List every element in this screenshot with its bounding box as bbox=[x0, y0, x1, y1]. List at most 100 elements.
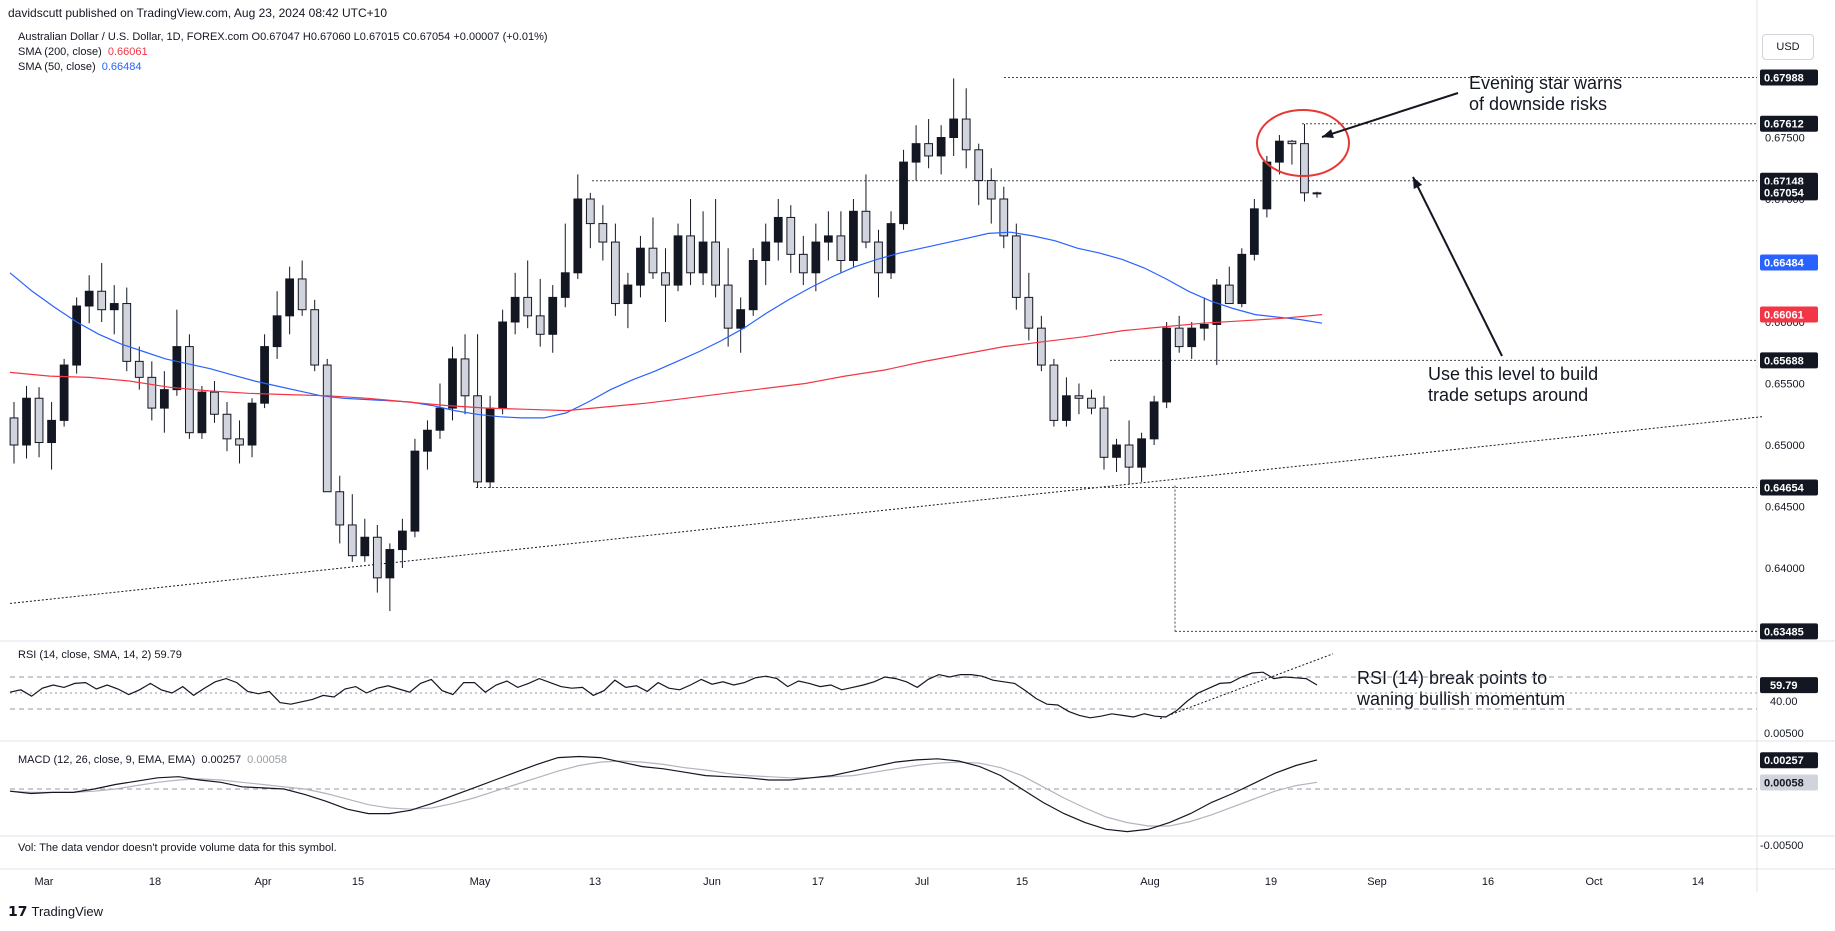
sma50-legend-value: 0.66484 bbox=[101, 61, 142, 73]
candle bbox=[648, 217, 658, 279]
sma200-legend-value: 0.66061 bbox=[107, 46, 148, 58]
candle-body bbox=[773, 216, 783, 243]
candle-body bbox=[222, 413, 232, 440]
candle bbox=[636, 235, 645, 298]
candle-body bbox=[159, 389, 169, 409]
instrument-legend: Australian Dollar / U.S. Dollar, 1D, FOR… bbox=[18, 31, 548, 43]
x-tick-label: Aug bbox=[1140, 876, 1160, 888]
candle-body bbox=[410, 450, 420, 532]
candle bbox=[961, 88, 971, 169]
y-tick-label: 0.65500 bbox=[1765, 379, 1805, 391]
price-label-box bbox=[1760, 623, 1818, 640]
price-label-text: 0.67988 bbox=[1764, 72, 1804, 84]
macd-line bbox=[9, 755, 1318, 833]
rsi-line bbox=[9, 671, 1318, 719]
candle-body bbox=[823, 235, 833, 243]
candle-body bbox=[510, 296, 520, 323]
x-tick-label: 15 bbox=[1016, 876, 1028, 888]
rsi-trendline bbox=[1159, 653, 1334, 720]
price-label: 0.66061 bbox=[1760, 306, 1818, 323]
candle bbox=[272, 291, 282, 359]
candle bbox=[936, 125, 946, 175]
candle bbox=[1262, 155, 1272, 218]
candle bbox=[185, 334, 194, 439]
candle-body bbox=[285, 278, 295, 317]
footer-brand[interactable]: 𝟭𝟳 TradingView bbox=[8, 903, 103, 920]
candle-body bbox=[811, 241, 821, 274]
candle bbox=[1187, 322, 1197, 359]
candle-body bbox=[72, 305, 82, 366]
candle bbox=[260, 334, 269, 409]
candle-body bbox=[849, 210, 858, 262]
candle-body bbox=[1249, 208, 1259, 255]
candle bbox=[823, 211, 833, 261]
y-tick-label: 0.64000 bbox=[1765, 563, 1805, 575]
candle-body bbox=[761, 241, 771, 262]
candle-body bbox=[172, 346, 182, 391]
candle-body bbox=[1149, 401, 1159, 440]
candle-body bbox=[798, 253, 808, 274]
price-label: 0.65688 bbox=[1760, 352, 1818, 369]
price-label-text: 0.65688 bbox=[1764, 355, 1804, 367]
candle-body bbox=[84, 290, 94, 307]
currency-button[interactable]: USD bbox=[1762, 34, 1814, 60]
candle-body bbox=[398, 530, 407, 551]
candle-body bbox=[435, 407, 445, 431]
price-label-text: 0.67612 bbox=[1764, 119, 1804, 131]
candle bbox=[109, 285, 119, 335]
candle bbox=[34, 387, 44, 458]
candle bbox=[761, 223, 771, 286]
candle bbox=[310, 299, 320, 372]
candle-body bbox=[210, 391, 219, 415]
candle bbox=[485, 395, 495, 489]
x-tick-label: 17 bbox=[812, 876, 824, 888]
x-tick-label: Mar bbox=[35, 876, 54, 888]
candle-body bbox=[548, 296, 558, 335]
candle bbox=[535, 278, 545, 347]
candle-body bbox=[874, 241, 883, 274]
macd-value-text: 0.00257 bbox=[1764, 755, 1804, 767]
candle bbox=[322, 358, 332, 493]
candle-body bbox=[1124, 444, 1134, 468]
candle bbox=[285, 266, 295, 335]
candle-body bbox=[1300, 143, 1309, 194]
macd-signal-label: 0.00058 bbox=[1760, 774, 1818, 791]
candle bbox=[22, 385, 31, 459]
candle bbox=[623, 272, 633, 329]
candle bbox=[686, 199, 695, 286]
candle-body bbox=[899, 161, 908, 225]
publisher-line: davidscutt published on TradingView.com,… bbox=[8, 6, 388, 20]
price-label-box bbox=[1760, 306, 1818, 323]
candle-body bbox=[1262, 161, 1272, 210]
price-label-box bbox=[1760, 479, 1818, 496]
rsi-value-text: 59.79 bbox=[1770, 680, 1798, 692]
evening-star-annotation: Evening star warns of downside risks bbox=[1469, 73, 1623, 114]
candle-body bbox=[1187, 327, 1197, 348]
trendline bbox=[9, 416, 1763, 604]
candle bbox=[560, 223, 570, 308]
candle-body bbox=[310, 309, 320, 366]
candle bbox=[1162, 322, 1172, 409]
sma200-legend: SMA (200, close) 0.66061 bbox=[18, 46, 148, 58]
price-label-text: 0.66061 bbox=[1764, 309, 1804, 321]
candle-body bbox=[1275, 140, 1284, 163]
candle-body bbox=[661, 272, 670, 286]
volume-note: Vol: The data vendor doesn't provide vol… bbox=[18, 842, 337, 854]
candle bbox=[72, 297, 82, 374]
macd-signal-text: 0.00058 bbox=[1764, 778, 1804, 790]
candle bbox=[222, 401, 232, 452]
candle-body bbox=[59, 364, 69, 421]
x-tick-label: Apr bbox=[254, 876, 271, 888]
candle bbox=[523, 260, 533, 329]
candle bbox=[773, 199, 783, 261]
candle bbox=[1149, 395, 1159, 445]
candle-body bbox=[1287, 140, 1297, 145]
candle bbox=[9, 401, 19, 464]
macd-value-label: 0.00257 bbox=[1760, 752, 1818, 769]
candle-body bbox=[573, 198, 583, 274]
x-tick-label: 18 bbox=[149, 876, 161, 888]
candle bbox=[372, 524, 382, 593]
price-label-text: 0.67054 bbox=[1764, 187, 1805, 199]
candle bbox=[247, 398, 257, 458]
